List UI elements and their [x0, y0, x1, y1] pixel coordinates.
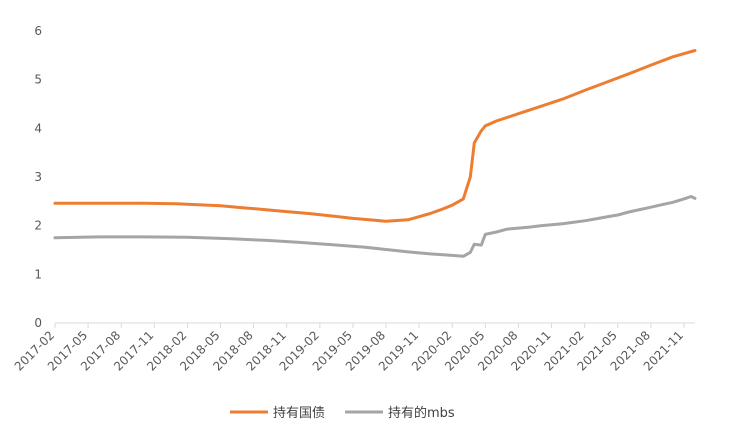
y-tick-label: 1 — [34, 267, 42, 281]
series-lines — [53, 49, 697, 258]
y-tick-label: 3 — [34, 170, 42, 184]
series-line-2 — [53, 195, 697, 258]
y-tick-label: 4 — [34, 121, 42, 135]
x-axis-ticks: 2017-022017-052017-082017-112018-022018-… — [12, 323, 686, 374]
y-tick-label: 2 — [34, 219, 42, 233]
y-tick-label: 6 — [34, 24, 42, 38]
y-tick-label: 0 — [34, 316, 42, 330]
y-axis-tick-labels: 0 1 2 3 4 5 6 — [34, 24, 42, 330]
legend-label-1: 持有国债 — [273, 406, 325, 421]
y-tick-label: 5 — [34, 73, 42, 87]
legend: 持有国债 持有的mbs — [230, 405, 455, 421]
legend-label-2: 持有的mbs — [388, 405, 455, 421]
series-line-1 — [53, 49, 697, 223]
